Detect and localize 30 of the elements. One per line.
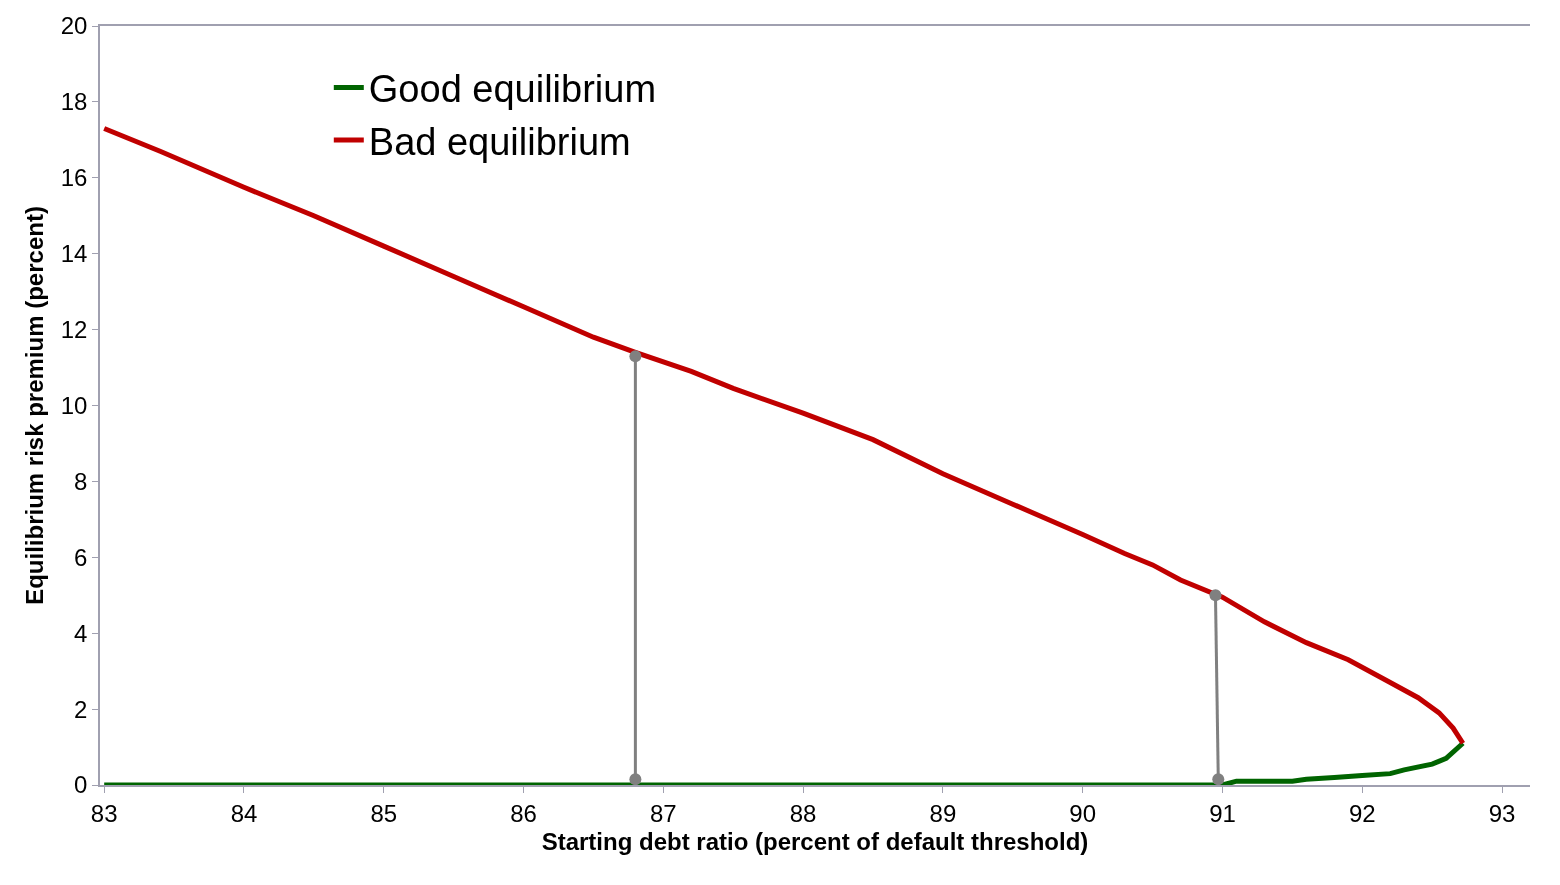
point — [629, 773, 642, 786]
y-tick-label: 4 — [74, 619, 88, 647]
y-tick-label: 18 — [60, 88, 88, 116]
x-tick-label: 91 — [1209, 799, 1236, 827]
x-tick-label: 93 — [1488, 799, 1516, 827]
y-tick-label: 12 — [60, 316, 88, 343]
y-tick-label: 2 — [74, 695, 88, 723]
x-tick-label: 88 — [789, 799, 817, 827]
y-tick-label: 16 — [60, 164, 88, 192]
y-tick-label: 14 — [60, 240, 88, 268]
x-tick-label: 89 — [929, 799, 957, 827]
x-tick-label: 85 — [370, 799, 398, 827]
y-tick-label: 10 — [60, 391, 88, 419]
y-tick-label: 0 — [74, 771, 88, 799]
legend-label: Bad equilibrium — [368, 120, 631, 163]
point — [1209, 589, 1222, 602]
x-tick-label: 87 — [649, 799, 677, 827]
y-tick-label: 8 — [74, 467, 88, 495]
point — [629, 350, 642, 363]
x-axis-title: Starting debt ratio (percent of default threshold) — [541, 828, 1089, 856]
x-tick-label: 86 — [510, 799, 537, 827]
y-tick-label: 6 — [74, 543, 88, 571]
y-axis-title: Equilibrium risk premium (percent) — [21, 206, 49, 605]
x-tick-label: 83 — [90, 799, 118, 827]
y-tick-label: 20 — [60, 12, 88, 40]
legend-label: Good equilibrium — [368, 68, 657, 111]
point — [1212, 773, 1225, 786]
x-tick-label: 92 — [1348, 799, 1376, 827]
x-tick-label: 90 — [1069, 799, 1097, 827]
x-tick-label: 84 — [230, 799, 258, 827]
